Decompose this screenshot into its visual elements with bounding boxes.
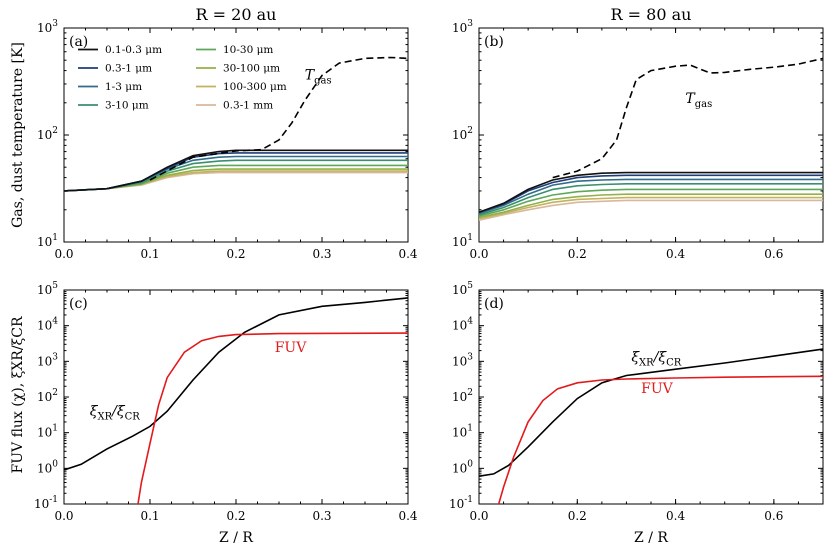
legend: 0.1-0.3 μm 0.3-1 μm 1-3 μm 3-10 μm 10-30 μm 3…	[78, 44, 287, 112]
xtick-c-2: 0.2	[226, 509, 245, 523]
xtick-b-3: 0.6	[764, 247, 783, 261]
xtick-c-3: 0.3	[312, 509, 331, 523]
ytick-c-0: 10-1	[34, 495, 58, 511]
dust-line-b-2	[479, 178, 823, 215]
dust-line-a-2	[64, 155, 408, 192]
panel-label-d: (d)	[484, 296, 504, 312]
ytick-a-1: 102	[37, 126, 58, 142]
ytick-c-6: 105	[37, 281, 58, 297]
series-line-d-0	[479, 348, 823, 477]
ytick-d-1: 100	[452, 459, 473, 475]
panel-d: 0.0 0.2 0.4 0.6 10-1 100 101 102 103 104 105 (d) ξXR…	[449, 281, 824, 523]
dust-line-b-1	[479, 174, 823, 213]
ytick-c-4: 103	[37, 352, 58, 368]
ytick-d-5: 104	[452, 317, 473, 333]
ytick-b-1: 102	[452, 126, 473, 142]
gas-line-a	[149, 56, 408, 181]
xtick-a-0: 0.0	[54, 247, 73, 261]
panel-a: 0.0 0.1 0.2 0.3 0.4 101 102 103 (a) Tgas 0.1-0.3 μ…	[37, 19, 418, 261]
xtick-a-4: 0.4	[398, 247, 417, 261]
panel-label-a: (a)	[69, 34, 88, 50]
tgas-label-a: Tgas	[305, 68, 332, 87]
panel-b: 0.0 0.2 0.4 0.6 101 102 103 (b) Tgas	[452, 19, 824, 261]
ytick-a-0: 101	[37, 233, 58, 249]
legend-label-4: 10-30 μm	[223, 44, 273, 56]
xtick-d-0: 0.0	[469, 509, 488, 523]
ytick-b-0: 101	[452, 233, 473, 249]
legend-label-1: 0.3-1 μm	[105, 63, 152, 75]
ytick-c-3: 102	[37, 388, 58, 404]
series-line-c-1	[137, 332, 408, 504]
gas-line-b	[552, 57, 823, 179]
xtick-a-1: 0.1	[140, 247, 159, 261]
xlabel-right: Z / R	[634, 530, 668, 546]
dust-line-b-3	[479, 183, 823, 216]
ytick-d-4: 103	[452, 352, 473, 368]
dust-line-b-4	[479, 188, 823, 217]
ylabel-bottom: FUV flux (χ), ξXR/ξCR	[10, 316, 26, 473]
annotation-c-1: ξXR/ξCR	[90, 404, 140, 423]
xtick-b-2: 0.4	[666, 247, 685, 261]
ytick-c-5: 104	[37, 317, 58, 333]
xtick-d-2: 0.4	[666, 509, 685, 523]
annotation-c-0: FUV	[275, 340, 308, 356]
annotation-d-0: ξXR/ξCR	[631, 349, 681, 368]
legend-label-6: 100-300 μm	[223, 81, 287, 93]
ytick-d-3: 102	[452, 388, 473, 404]
xtick-c-0: 0.0	[54, 509, 73, 523]
dust-line-b-6	[479, 196, 823, 220]
panel-label-c: (c)	[69, 296, 88, 312]
dust-line-b-0	[479, 171, 823, 213]
dust-line-b-5	[479, 193, 823, 219]
dust-line-b-7	[479, 199, 823, 221]
tgas-label-b: Tgas	[685, 91, 712, 110]
xtick-c-1: 0.1	[140, 509, 159, 523]
ytick-d-6: 105	[452, 281, 473, 297]
xtick-b-0: 0.0	[469, 247, 488, 261]
legend-label-7: 0.3-1 mm	[223, 100, 273, 112]
xtick-d-3: 0.6	[764, 509, 783, 523]
ytick-d-2: 101	[452, 424, 473, 440]
xtick-c-4: 0.4	[398, 509, 417, 523]
ytick-c-2: 101	[37, 424, 58, 440]
legend-label-0: 0.1-0.3 μm	[105, 44, 162, 56]
ytick-b-2: 103	[452, 19, 473, 35]
xtick-d-1: 0.2	[568, 509, 587, 523]
series-line-c-0	[64, 297, 408, 471]
ytick-d-0: 10-1	[449, 495, 473, 511]
axes-frame-c	[63, 289, 409, 505]
legend-label-2: 1-3 μm	[105, 81, 142, 93]
annotation-d-1: FUV	[641, 381, 674, 397]
xtick-a-3: 0.3	[312, 247, 331, 261]
title-panel-b: R = 80 au	[611, 5, 692, 24]
legend-label-5: 30-100 μm	[223, 63, 280, 75]
title-panel-a: R = 20 au	[196, 5, 277, 24]
xlabel-left: Z / R	[219, 530, 253, 546]
panel-c: 0.0 0.1 0.2 0.3 0.4 10-1 100 101 102 103 104 105 (c)…	[34, 281, 418, 523]
ytick-c-1: 100	[37, 459, 58, 475]
panel-label-b: (b)	[484, 34, 504, 50]
legend-label-3: 3-10 μm	[105, 100, 149, 112]
xtick-b-1: 0.2	[568, 247, 587, 261]
ytick-a-2: 103	[37, 19, 58, 35]
axes-frame-d	[478, 289, 824, 505]
series-line-d-1	[497, 375, 823, 504]
xtick-a-2: 0.2	[226, 247, 245, 261]
ylabel-top: Gas, dust temperature [K]	[10, 42, 26, 228]
